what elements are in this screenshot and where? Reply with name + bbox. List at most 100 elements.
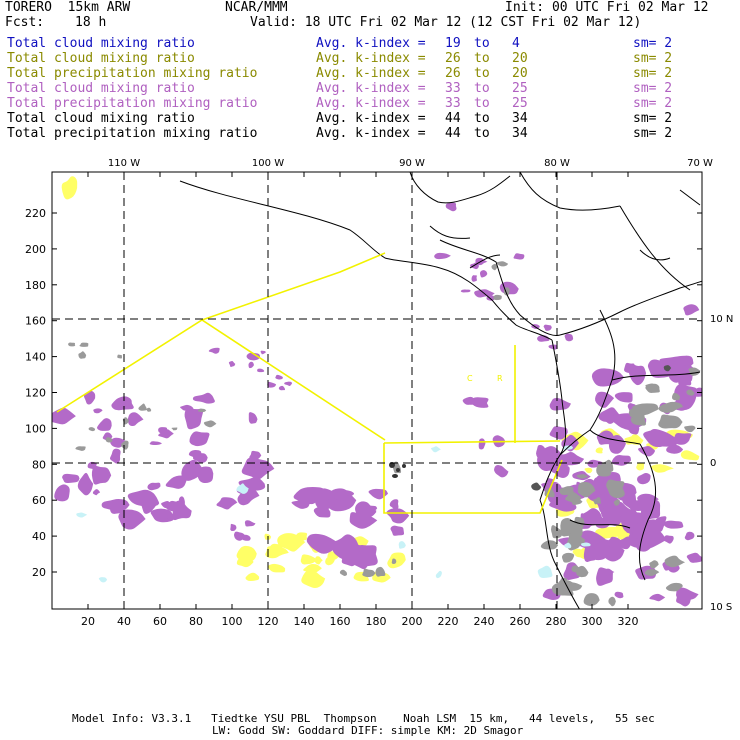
cloud-gray	[571, 565, 582, 573]
cloud-purple	[184, 407, 204, 430]
legend-to: to	[474, 51, 490, 66]
precip-yellow	[572, 548, 586, 558]
y-tick-label: 160	[25, 315, 46, 328]
cloud-purple	[603, 568, 615, 576]
cloud-purple	[634, 536, 653, 552]
legend-stat: Avg. k-index =	[316, 36, 426, 51]
cloud-purple	[581, 508, 603, 526]
legend-stat: Avg. k-index =	[316, 51, 426, 66]
cloud-purple	[614, 591, 624, 599]
y-tick-label: 40	[32, 530, 46, 543]
cloud-purple	[291, 499, 310, 509]
cloud-purple	[583, 544, 597, 562]
precip-yellow	[595, 447, 603, 454]
cloud-purple	[77, 472, 94, 496]
island	[402, 464, 406, 468]
cloud-purple	[260, 350, 266, 355]
precip-yellow	[236, 555, 254, 568]
cloud-purple	[513, 253, 525, 260]
cloud-gray	[644, 569, 660, 576]
cloud-purple	[278, 385, 286, 391]
x-tick-label: 240	[474, 615, 495, 628]
legend-value-start: 33	[445, 81, 461, 96]
legend-field: Total cloud mixing ratio	[7, 111, 195, 126]
cloud-purple	[306, 533, 339, 554]
legend-field: Total cloud mixing ratio	[7, 36, 195, 51]
forecast-label: Fcst:	[5, 15, 45, 30]
precip-yellow	[300, 554, 318, 565]
cloud-purple	[336, 489, 355, 496]
cloud-purple	[127, 412, 144, 427]
cloud-purple	[248, 412, 258, 424]
cloud-gray	[362, 568, 376, 578]
cloud-purple	[249, 450, 262, 461]
cloud-purple	[241, 457, 275, 480]
cloud-purple	[83, 390, 96, 405]
cloud-purple	[87, 461, 97, 469]
model-info-line2: LW: Godd SW: Goddard DIFF: simple KM: 2D…	[212, 724, 524, 737]
cloud-gray	[684, 425, 696, 433]
latitude-label: 10 N	[710, 314, 733, 325]
flight-track-segment	[383, 440, 563, 514]
cloud-purple	[365, 505, 378, 511]
cloud-purple	[92, 489, 101, 496]
legend-field: Total cloud mixing ratio	[7, 51, 195, 66]
legend-value-end: 20	[512, 66, 528, 81]
coastline	[469, 254, 501, 269]
legend-value-start: 26	[445, 51, 461, 66]
model-name: TORERO 15km ARW	[5, 0, 131, 15]
precip-yellow	[651, 464, 674, 473]
precip-yellow	[277, 533, 306, 552]
coastline	[539, 339, 580, 609]
cloud-gray	[203, 420, 217, 428]
cloud-purple	[331, 534, 360, 561]
x-tick-label: 60	[153, 615, 167, 628]
x-tick-label: 100	[222, 615, 243, 628]
cloud-purple	[244, 520, 256, 527]
cloud-purple	[434, 252, 451, 260]
precip-yellow	[680, 450, 700, 461]
cloud-purple	[111, 396, 134, 411]
legend-value-end: 25	[512, 81, 528, 96]
cloud-purple	[683, 304, 700, 316]
cloud-purple	[389, 499, 399, 510]
cloud-purple	[158, 429, 174, 439]
x-tick-label: 140	[294, 615, 315, 628]
legend-to: to	[474, 96, 490, 111]
cloud-gray	[197, 408, 207, 413]
legend-smoothing: sm= 2	[633, 126, 673, 141]
cloud-cyan	[98, 577, 108, 583]
legend-value-start: 19	[445, 36, 461, 51]
cloud-cyan	[76, 512, 88, 518]
cloud-purple	[181, 459, 205, 481]
legend-row: Total cloud mixing ratio Avg. k-index = 26…	[0, 51, 740, 66]
cloud-gray	[561, 552, 575, 563]
cloud-purple	[460, 289, 471, 293]
legend-to: to	[474, 111, 490, 126]
coastline	[639, 249, 671, 261]
cloud-purple	[653, 516, 667, 533]
coastline	[409, 172, 511, 204]
legend-to: to	[474, 66, 490, 81]
init-time: Init: 00 UTC Fri 02 Mar 12	[505, 0, 709, 15]
longitude-label: 80 W	[544, 158, 570, 169]
coastline	[589, 309, 641, 445]
legend-field: Total precipitation mixing ratio	[7, 66, 258, 81]
cloud-purple	[543, 324, 552, 331]
cloud-gray	[146, 407, 152, 412]
y-tick-label: 200	[25, 243, 46, 256]
map-frame	[51, 171, 703, 610]
cloud-purple	[149, 441, 162, 446]
x-tick-label: 220	[438, 615, 459, 628]
cloud-purple	[188, 449, 202, 458]
cloud-gray	[138, 403, 147, 411]
cloud-gray	[571, 499, 583, 506]
cloud-purple	[54, 484, 70, 502]
flight-track-segment	[201, 252, 386, 321]
cloud-cyan	[537, 565, 553, 579]
y-tick-label: 180	[25, 279, 46, 292]
cloud-purple	[611, 454, 631, 466]
legend-field: Total cloud mixing ratio	[7, 81, 195, 96]
cloud-gray	[613, 499, 620, 506]
